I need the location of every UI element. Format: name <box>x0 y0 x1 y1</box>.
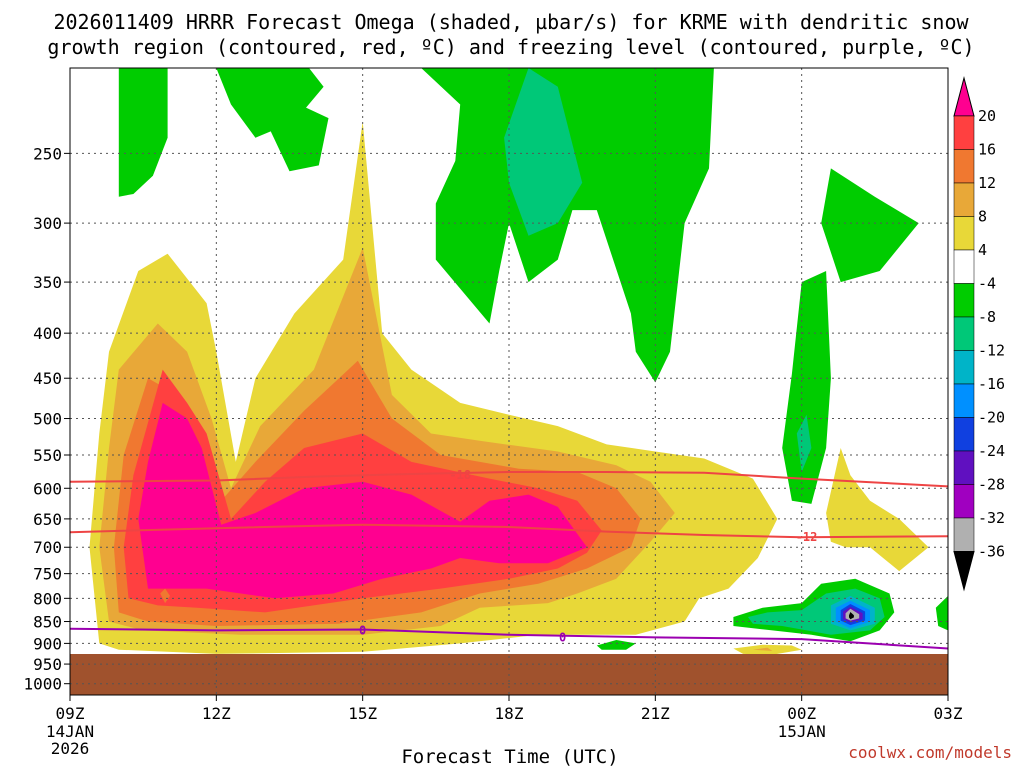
y-tick-label: 550 <box>33 446 62 465</box>
y-tick-label: 650 <box>33 510 62 529</box>
omega-region-26 <box>752 647 773 651</box>
y-tick-label: 500 <box>33 410 62 429</box>
colorbar-label: -20 <box>978 409 1005 427</box>
y-tick-label: 1000 <box>23 675 62 694</box>
colorbar-label: 20 <box>978 107 996 125</box>
omega-region-7 <box>796 414 812 472</box>
y-tick-label: 350 <box>33 273 62 292</box>
colorbar-label: -28 <box>978 476 1005 494</box>
x-axis-label: Forecast Time (UTC) <box>401 746 618 768</box>
colorbar-segment <box>953 283 975 318</box>
colorbar-segment <box>953 115 975 150</box>
colorbar-segment <box>953 182 975 217</box>
x-tick-sublabel: 14JAN <box>46 722 94 741</box>
colorbar-label: -16 <box>978 375 1005 393</box>
temperature-contours: -18 -12 0 0 <box>70 468 948 650</box>
omega-region-14 <box>160 588 170 604</box>
colorbar-segment <box>953 216 975 251</box>
omega-region-0 <box>118 68 168 197</box>
colorbar-label: -4 <box>978 275 996 293</box>
x-tick-label: 18Z <box>495 704 524 723</box>
contour-label-0: -18 <box>449 468 471 482</box>
colorbar-label: 4 <box>978 241 987 259</box>
contour-2 <box>70 627 948 650</box>
colorbar-segment <box>953 149 975 184</box>
pressure-axis: 250 300 350 400 450 500 550 600 650 700 750 800 850 9… <box>23 144 70 694</box>
x-tick-sublabel: 15JAN <box>778 722 826 741</box>
y-tick-label: 300 <box>33 214 62 233</box>
omega-region-2 <box>270 104 329 172</box>
colorbar-segment <box>953 450 975 485</box>
y-tick-label: 400 <box>33 324 62 343</box>
x-tick-label: 03Z <box>934 704 963 723</box>
colorbar-segment <box>953 484 975 519</box>
y-tick-label: 900 <box>33 634 62 653</box>
colorbar-label: -8 <box>978 308 996 326</box>
y-tick-label: 950 <box>33 655 62 674</box>
contour-1 <box>70 523 948 539</box>
omega-region-1 <box>216 68 324 138</box>
colorbar-segment <box>953 383 975 418</box>
contour-label-2: 0 <box>559 631 566 645</box>
x-tick-label: 09Z <box>56 704 85 723</box>
colorbar-label: -24 <box>978 442 1005 460</box>
x-tick-sublabel: 2026 <box>51 739 90 758</box>
omega-region-9 <box>826 448 929 572</box>
y-tick-label: 600 <box>33 479 62 498</box>
omega-region-6 <box>782 271 831 504</box>
omega-region-5 <box>821 168 919 283</box>
y-tick-label: 700 <box>33 538 62 557</box>
colorbar-segment <box>953 517 975 552</box>
colorbar-label: 16 <box>978 141 996 159</box>
omega-region-3 <box>421 68 714 383</box>
contour-label-2: 0 <box>359 624 366 638</box>
colorbar-segment <box>953 417 975 452</box>
colorbar: 20 16 12 8 4 -4 -8 -12 -16 -20 -24 -28 -32 -36 <box>953 76 1005 592</box>
colorbar-label: 12 <box>978 174 996 192</box>
x-tick-label: 15Z <box>348 704 377 723</box>
colorbar-label: -32 <box>978 509 1005 527</box>
omega-region-22 <box>849 612 854 620</box>
y-tick-label: 450 <box>33 369 62 388</box>
y-tick-label: 250 <box>33 144 62 163</box>
contour-0 <box>70 471 948 488</box>
credit-link[interactable]: coolwx.com/models <box>848 743 1012 762</box>
colorbar-bottom-arrow <box>953 551 975 592</box>
colorbar-segment <box>953 350 975 385</box>
omega-shading <box>89 68 948 655</box>
chart-title-line2: growth region (contoured, red, ºC) and f… <box>47 35 974 59</box>
colorbar-segment <box>953 249 975 284</box>
omega-region-4 <box>504 68 583 236</box>
omega-region-24 <box>596 640 636 650</box>
chart-title-line1: 2026011409 HRRR Forecast Omega (shaded, … <box>53 10 969 34</box>
x-tick-label: 21Z <box>641 704 670 723</box>
x-tick-label: 12Z <box>202 704 231 723</box>
colorbar-top-arrow <box>953 76 975 117</box>
x-tick-label: 00Z <box>787 704 816 723</box>
colorbar-label: -36 <box>978 543 1005 561</box>
y-tick-label: 750 <box>33 565 62 584</box>
y-tick-label: 850 <box>33 613 62 632</box>
colorbar-label: 8 <box>978 208 987 226</box>
colorbar-label: -12 <box>978 342 1005 360</box>
y-tick-label: 800 <box>33 589 62 608</box>
colorbar-segment <box>953 316 975 351</box>
contour-label-1: -12 <box>796 530 818 544</box>
omega-region-23 <box>935 595 948 631</box>
